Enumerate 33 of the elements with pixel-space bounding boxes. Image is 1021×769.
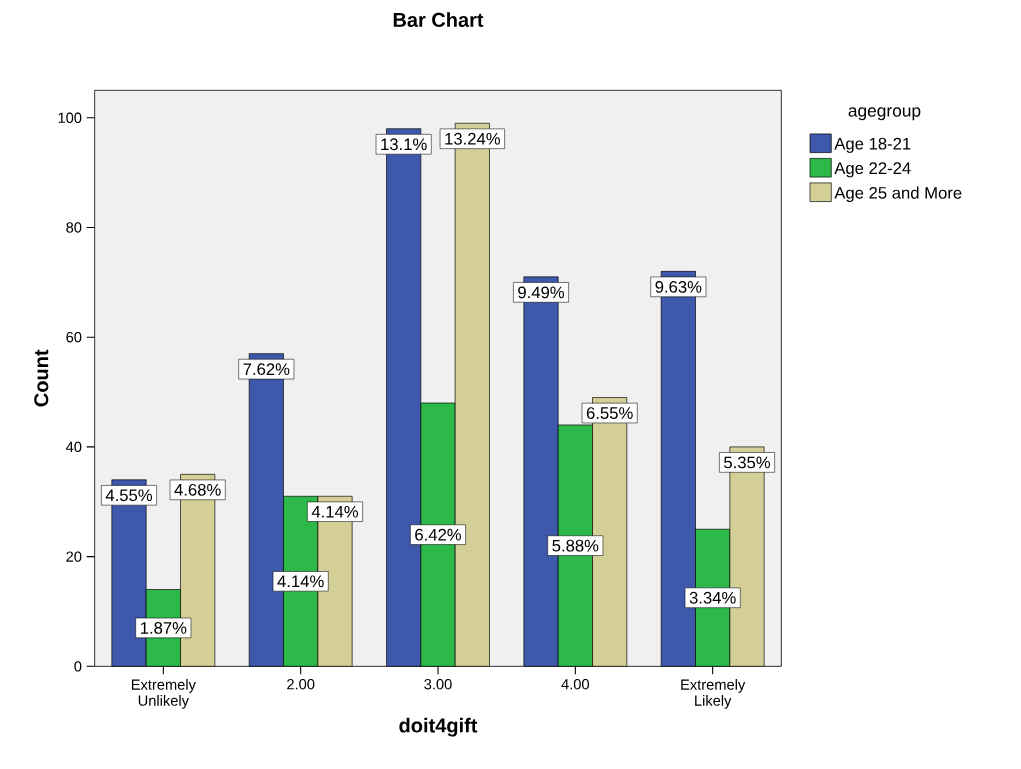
y-tick-label: 0 [74,661,82,672]
annotation: 13.1% [381,138,427,151]
legend-label: Age 18-21 [834,137,911,153]
legend-title: agegroup [848,107,921,121]
x-axis-title: doit4gift [399,717,478,737]
y-tick-label: 60 [66,332,82,343]
chart-title: Bar Chart [393,12,484,27]
y-tick-label: 40 [65,441,82,453]
annotation: 5.35% [724,456,771,469]
annotation: 13.24% [445,132,500,145]
y-tick-label: 80 [66,222,82,233]
annotation: 6.55% [586,407,633,419]
x-tick-label: Extremely Likely [681,679,746,709]
x-tick-label: Extremely Unlikely [131,679,196,709]
annotation: 5.88% [552,539,599,552]
annotation: 7.62% [243,363,290,376]
annotation: 3.34% [689,591,736,604]
legend-label: Age 25 and More [834,186,962,203]
y-tick-label: 100 [58,112,82,123]
annotation: 6.42% [415,528,462,541]
x-tick-label: 4.00 [561,679,590,690]
legend-label: Age 22-24 [834,162,911,178]
annotation: 4.68% [174,483,221,496]
y-tick-label: 20 [66,551,82,562]
annotation: 4.55% [105,489,153,502]
x-tick-label: 2.00 [287,679,315,690]
annotation: 4.14% [311,505,359,518]
annotation: 1.87% [140,622,187,634]
annotation: 4.14% [277,575,324,588]
y-axis-title: Count [34,349,49,407]
annotation: 9.63% [655,280,702,293]
annotation: 9.49% [518,286,565,299]
x-tick-label: 3.00 [424,679,452,690]
